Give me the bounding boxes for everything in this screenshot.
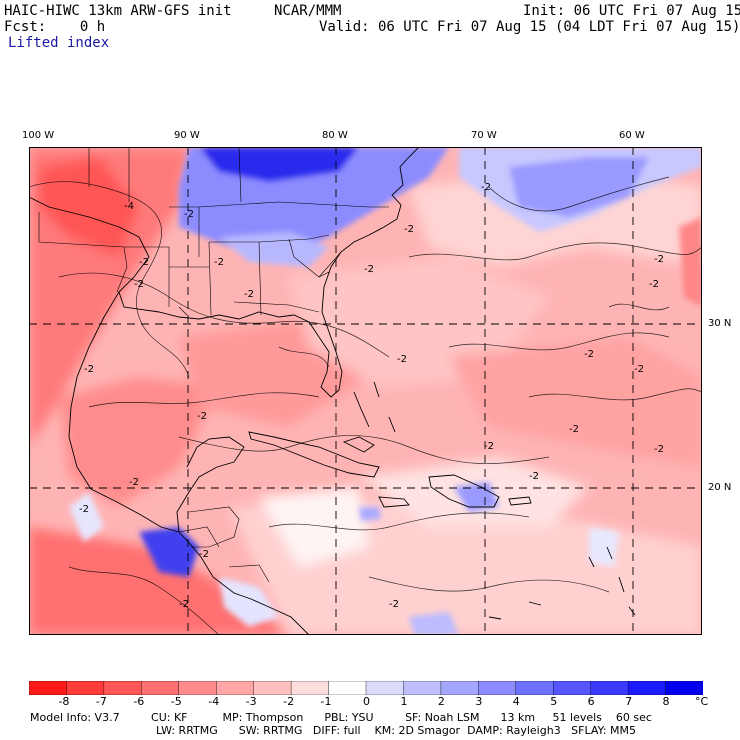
forecast-hour: Fcst: 0 h <box>4 19 106 35</box>
lon-label-90w: 90 W <box>174 130 200 141</box>
colorbar-swatch <box>365 681 404 695</box>
contour-label: -2 <box>654 254 664 265</box>
colorbar <box>29 681 703 695</box>
contour-label: -2 <box>364 264 374 275</box>
lon-label-100w: 100 W <box>22 130 55 141</box>
colorbar-swatch <box>590 681 629 695</box>
coastlines <box>29 147 636 635</box>
contour-label-group: -2 -2 -2 -2 -2 -2 -2 -2 -2 -2 -2 -2 -2 -… <box>79 182 664 610</box>
colorbar-tick-label: -7 <box>95 695 107 708</box>
contour-label: -2 <box>84 364 94 375</box>
colorbar-tick-label: -1 <box>320 695 332 708</box>
contour-label: -2 <box>214 257 224 268</box>
colorbar-swatch <box>290 681 330 695</box>
lon-label-70w: 70 W <box>471 130 497 141</box>
colorbar-swatch <box>665 681 703 695</box>
contour-label: -2 <box>569 424 579 435</box>
state-borders <box>38 147 389 583</box>
colorbar-swatch <box>253 681 292 695</box>
colorbar-tick-label: 0 <box>363 695 370 708</box>
contour-label: -2 <box>529 471 539 482</box>
colorbar-tick-label: 8 <box>662 695 670 708</box>
contour-label: -2 <box>404 224 414 235</box>
colorbar-swatch <box>29 681 67 695</box>
model-title: HAIC-HIWC 13km ARW-GFS init <box>4 3 232 19</box>
colorbar-swatch <box>403 681 442 695</box>
contour-label: -2 <box>179 599 189 610</box>
colorbar-swatch <box>103 681 142 695</box>
lifted-index-map: -2 -2 -2 -2 -2 -2 -2 -2 -2 -2 -2 -2 -2 -… <box>29 147 702 635</box>
colorbar-tick-label: 7 <box>625 695 633 708</box>
colorbar-tick-label: -6 <box>133 695 145 708</box>
contour-label: -2 <box>481 182 491 193</box>
contour-lines <box>29 176 702 635</box>
lon-label-60w: 60 W <box>619 130 645 141</box>
model-info-line2: LW: RRTMG SW: RRTMG DIFF: full KM: 2D Sm… <box>156 724 636 737</box>
contour-label: -2 <box>79 504 89 515</box>
colorbar-tick-label: -5 <box>170 695 182 708</box>
colorbar-tick-label: 2 <box>437 695 445 708</box>
lat-label-30n: 30 N <box>708 318 732 329</box>
model-info-line1: Model Info: V3.7 CU: KF MP: Thompson PBL… <box>30 711 652 724</box>
colorbar-swatch <box>328 681 367 695</box>
colorbar-tick-label: 1 <box>400 695 408 708</box>
colorbar-tick-label: 3 <box>475 695 483 708</box>
contour-label: -2 <box>634 364 644 375</box>
contour-label: -2 <box>244 289 254 300</box>
contour-label: -2 <box>129 477 139 488</box>
colorbar-tick-label: 5 <box>550 695 558 708</box>
contour-label: -2 <box>484 441 494 452</box>
colorbar-tick-label: -8 <box>58 695 70 708</box>
lon-label-80w: 80 W <box>322 130 348 141</box>
stable-areas <box>69 147 702 635</box>
contour-label: -2 <box>389 599 399 610</box>
field-name: Lifted index <box>8 35 110 51</box>
colorbar-tick-label: 4 <box>512 695 520 708</box>
colorbar-tick-label: -3 <box>245 695 257 708</box>
valid-time: Valid: 06 UTC Fri 07 Aug 15 (04 LDT Fri … <box>319 19 740 35</box>
init-time: Init: 06 UTC Fri 07 Aug 15 <box>523 3 740 19</box>
colorbar-swatch <box>553 681 592 695</box>
colorbar-swatch <box>440 681 479 695</box>
colorbar-swatch <box>627 681 667 695</box>
contour-label: -2 <box>184 209 194 220</box>
colorbar-tick-label: -2 <box>283 695 295 708</box>
contour-label: -2 <box>197 411 207 422</box>
colorbar-tick-label: -4 <box>208 695 220 708</box>
map-frame <box>29 147 702 635</box>
contour-label: -4 <box>124 201 134 212</box>
colorbar-swatch <box>478 681 517 695</box>
colorbar-swatch <box>515 681 554 695</box>
org-label: NCAR/MMM <box>274 3 342 19</box>
colorbar-swatch <box>216 681 255 695</box>
colorbar-swatch <box>178 681 217 695</box>
contour-label: -2 <box>139 257 149 268</box>
colorbar-swatch <box>141 681 180 695</box>
contour-label: -2 <box>134 279 144 290</box>
colorbar-swatch <box>66 681 105 695</box>
lat-lon-grid <box>29 147 702 635</box>
contour-label: -2 <box>649 279 659 290</box>
contour-label: -2 <box>397 354 407 365</box>
contour-label: -2 <box>199 549 209 560</box>
contour-label: -2 <box>654 444 664 455</box>
contour-label: -2 <box>584 349 594 360</box>
colorbar-unit: °C <box>695 695 709 708</box>
lat-label-20n: 20 N <box>708 482 732 493</box>
colorbar-tick-label: 6 <box>587 695 595 708</box>
